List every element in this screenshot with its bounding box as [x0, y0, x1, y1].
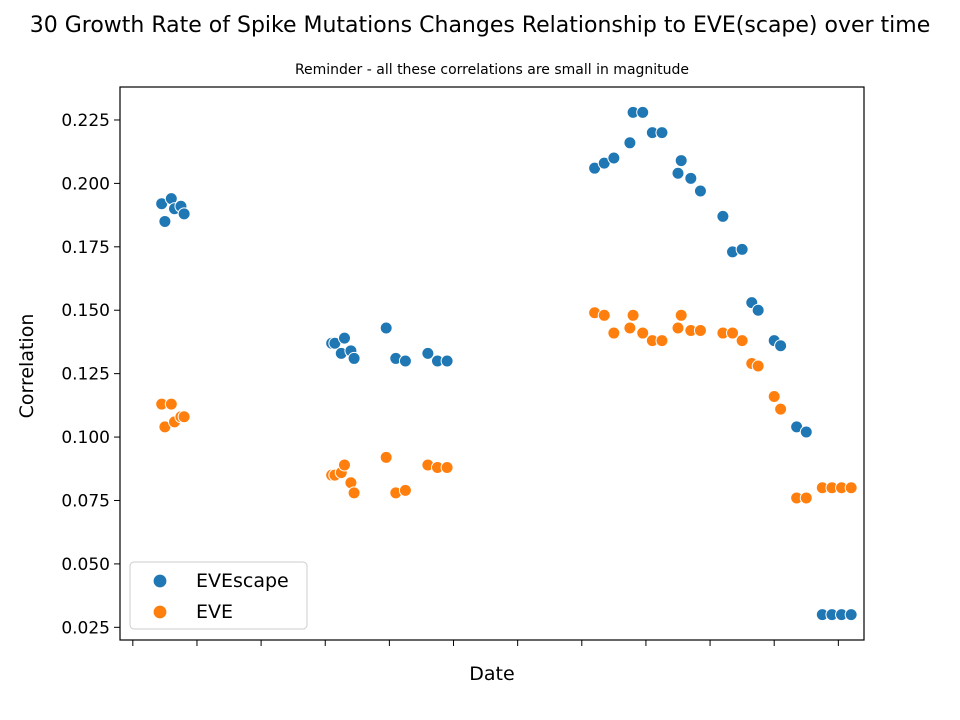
point-eve — [636, 326, 650, 340]
y-tick-label: 0.025 — [61, 618, 110, 638]
point-evescape — [379, 321, 393, 335]
chart-title: 30 Growth Rate of Spike Mutations Change… — [30, 13, 931, 38]
point-evescape — [774, 339, 788, 353]
point-eve — [337, 458, 351, 472]
point-eve — [440, 461, 454, 475]
y-tick-label: 0.175 — [61, 238, 110, 258]
point-eve — [799, 491, 813, 505]
point-eve — [774, 402, 788, 416]
point-evescape — [337, 331, 351, 345]
point-evescape — [158, 214, 172, 228]
legend-box — [129, 561, 308, 630]
y-tick-label: 0.075 — [61, 491, 110, 511]
point-evescape — [799, 425, 813, 439]
chart-subtitle: Reminder - all these correlations are sm… — [295, 62, 689, 78]
point-eve — [623, 321, 637, 335]
legend-label-evescape: EVEscape — [196, 570, 289, 592]
point-evescape — [735, 242, 749, 256]
point-eve — [655, 334, 669, 348]
point-eve — [751, 359, 765, 373]
point-evescape — [671, 166, 685, 180]
y-axis-label: Correlation — [16, 314, 38, 419]
y-axis-ticks: 0.025 0.050 0.075 0.100 0.125 0.150 0.175 0.200… — [61, 111, 120, 638]
point-eve — [735, 334, 749, 348]
point-eve — [177, 410, 191, 424]
data-points — [155, 105, 858, 622]
point-eve — [597, 308, 611, 322]
plot-frame — [119, 86, 865, 641]
point-eve — [626, 308, 640, 322]
point-evescape — [421, 346, 435, 360]
point-evescape — [655, 126, 669, 140]
point-evescape — [716, 209, 730, 223]
point-eve — [379, 450, 393, 464]
y-tick-label: 0.150 — [61, 301, 110, 321]
y-tick-label: 0.125 — [61, 365, 110, 385]
point-eve — [607, 326, 621, 340]
point-eve — [693, 324, 707, 338]
point-evescape — [684, 171, 698, 185]
point-evescape — [636, 105, 650, 119]
legend-marker-evescape — [152, 573, 168, 589]
x-axis-label: Date — [469, 663, 514, 685]
point-evescape — [607, 151, 621, 165]
point-evescape — [693, 184, 707, 198]
point-eve — [164, 397, 178, 411]
y-tick-label: 0.100 — [61, 428, 110, 448]
point-eve — [671, 321, 685, 335]
point-evescape — [751, 303, 765, 317]
point-eve — [767, 389, 781, 403]
legend-label-eve: EVE — [196, 601, 233, 623]
legend: EVEscape EVE — [129, 561, 308, 630]
point-eve — [347, 486, 361, 500]
y-tick-label: 0.050 — [61, 555, 110, 575]
legend-marker-eve — [152, 604, 168, 620]
point-eve — [398, 483, 412, 497]
point-evescape — [674, 154, 688, 168]
y-tick-label: 0.225 — [61, 111, 110, 131]
point-evescape — [347, 351, 361, 365]
point-evescape — [177, 207, 191, 221]
point-evescape — [623, 136, 637, 150]
point-eve — [674, 308, 688, 322]
y-tick-label: 0.200 — [61, 174, 110, 194]
point-evescape — [398, 354, 412, 368]
point-evescape — [844, 608, 858, 622]
point-evescape — [440, 354, 454, 368]
x-axis-ticks — [132, 640, 839, 646]
point-eve — [844, 481, 858, 495]
point-eve — [726, 326, 740, 340]
